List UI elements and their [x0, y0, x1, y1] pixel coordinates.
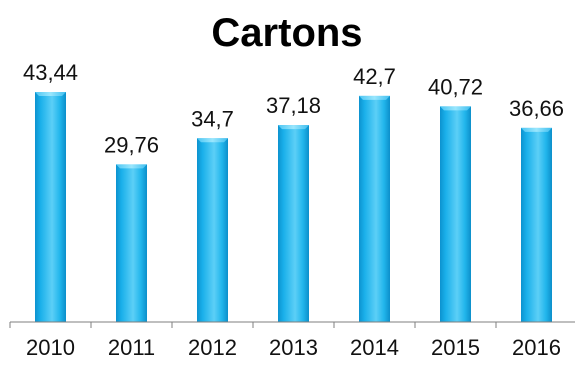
bar-2012 — [197, 138, 228, 322]
data-label-2010: 43,44 — [23, 60, 78, 85]
x-tick-label-2014: 2014 — [350, 335, 399, 360]
bar-body — [116, 164, 147, 322]
bar-body — [197, 138, 228, 322]
data-label-2016: 36,66 — [509, 96, 564, 121]
x-axis-ticks — [9, 322, 497, 328]
bar-top-bevel — [359, 95, 390, 100]
bar-top-bevel — [197, 138, 228, 143]
bar-top-bevel — [278, 125, 309, 130]
bar-2015 — [440, 106, 471, 322]
bar-body — [35, 92, 66, 322]
data-labels-group: 43,44 29,76 34,7 37,18 42,7 40,72 36,66 — [23, 60, 564, 157]
x-tick-label-2012: 2012 — [188, 335, 237, 360]
bar-top-bevel — [440, 106, 471, 111]
x-tick-label-2016: 2016 — [512, 335, 561, 360]
bar-2011 — [116, 164, 147, 322]
bars-group — [35, 92, 552, 323]
bar-2014 — [359, 95, 390, 322]
x-tick-label-2015: 2015 — [431, 335, 480, 360]
bar-top-bevel — [521, 127, 552, 132]
x-tick-label-2010: 2010 — [26, 335, 75, 360]
bar-body — [440, 106, 471, 322]
bar-2010 — [35, 92, 66, 322]
data-label-2014: 42,7 — [353, 64, 396, 89]
data-label-2011: 29,76 — [104, 132, 159, 157]
bar-body — [359, 95, 390, 322]
bar-2013 — [278, 125, 309, 323]
bar-top-bevel — [116, 164, 147, 169]
chart-title: Cartons — [211, 11, 362, 55]
x-tick-label-2011: 2011 — [108, 335, 155, 360]
x-tick-label-2013: 2013 — [269, 335, 318, 360]
bar-2016 — [521, 127, 552, 322]
data-label-2015: 40,72 — [428, 74, 483, 99]
bar-top-bevel — [35, 92, 66, 96]
data-label-2013: 37,18 — [266, 93, 321, 118]
x-axis-tick-labels: 2010 2011 2012 2013 2014 2015 2016 — [26, 335, 561, 360]
data-label-2012: 34,7 — [191, 106, 234, 131]
bar-body — [521, 127, 552, 322]
bar-body — [278, 125, 309, 323]
